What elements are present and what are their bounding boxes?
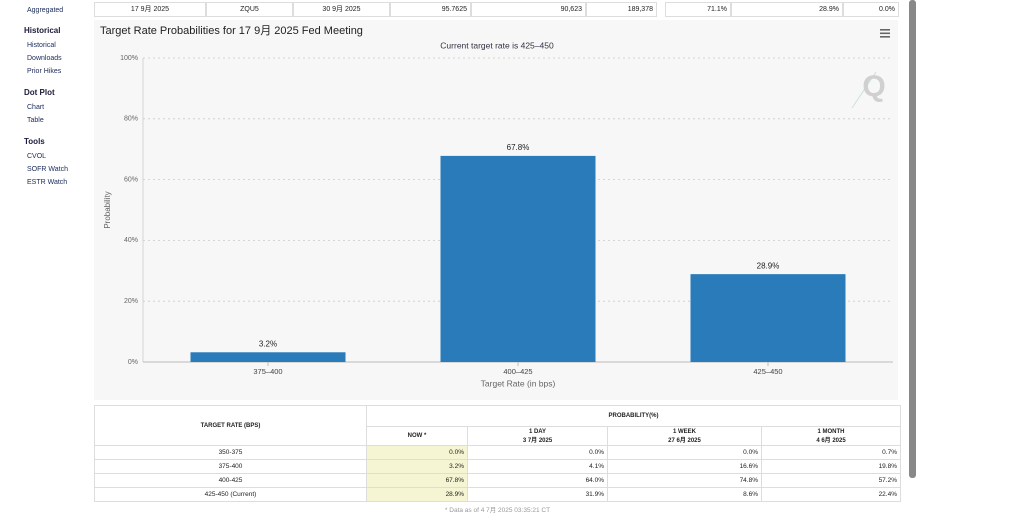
table-cell: 0.0%: [366, 445, 468, 460]
nav-link[interactable]: Chart: [27, 104, 45, 111]
y-tick-label: 20%: [124, 298, 138, 305]
y-axis-title: Probability: [103, 191, 112, 228]
row-cell: 17 9月 2025: [94, 2, 206, 17]
row-cell: 95.7625: [390, 2, 471, 17]
table-row: 350-375 0.0% 0.0% 0.0% 0.7%: [94, 445, 901, 460]
nav-link[interactable]: CVOL: [27, 153, 47, 160]
bar: [190, 352, 346, 362]
row-cell: 71.1%: [665, 2, 731, 17]
header-line: 4 6月 2025: [816, 437, 846, 444]
table-cell: 0.7%: [761, 445, 901, 460]
table-cell: 16.6%: [607, 459, 762, 474]
y-tick-label: 0%: [128, 359, 138, 366]
table-row: 400-425 67.8% 64.0% 74.8% 57.2%: [94, 473, 901, 488]
nav-link[interactable]: Aggregated: [27, 7, 64, 14]
bar: [690, 274, 846, 362]
nav-link[interactable]: Prior Hikes: [27, 68, 62, 75]
row-cell: 189,378: [586, 2, 657, 17]
menu-bar[interactable]: [880, 29, 890, 31]
header-row: TARGET RATE (BPS) PROBABILITY(%): [94, 405, 901, 446]
row-cell: 30 9月 2025: [293, 2, 390, 17]
header-line: 1 DAY: [528, 428, 547, 435]
header-line: 1 WEEK: [672, 428, 696, 435]
header-line: NOW *: [407, 433, 427, 439]
table-cell: 31.9%: [467, 487, 608, 502]
header-cell: 1 WEEK 27 6月 2025: [607, 426, 762, 446]
row-cell: 90,623: [471, 2, 586, 17]
watermark-stroke: [851, 71, 877, 109]
table-row: 375-400 3.2% 4.1% 16.6% 19.8%: [94, 459, 901, 474]
header-line: 3 7月 2025: [522, 437, 553, 444]
watermark-q: Q: [862, 70, 885, 103]
table-cell: 57.2%: [761, 473, 901, 488]
y-tick-label: 80%: [124, 116, 138, 123]
data-label: 28.9%: [757, 261, 780, 270]
nav-link[interactable]: Historical: [27, 42, 56, 49]
x-tick-label: 375–400: [253, 367, 282, 376]
header-cell: 1 DAY 3 7月 2025: [467, 426, 608, 446]
scrollbar[interactable]: [909, 0, 916, 478]
chart-subtitle: Current target rate is 425–450: [440, 40, 554, 50]
table-cell: 22.4%: [761, 487, 901, 502]
y-tick-label: 60%: [124, 176, 138, 183]
header-line: 27 6月 2025: [668, 437, 701, 444]
table-cell: 8.6%: [607, 487, 762, 502]
nav-link[interactable]: Table: [27, 117, 44, 124]
table-cell: 0.0%: [607, 445, 762, 460]
nav-heading: Dot Plot: [24, 88, 55, 97]
nav-link[interactable]: ESTR Watch: [27, 179, 68, 186]
data-label: 3.2%: [259, 339, 277, 348]
header-cell: PROBABILITY(%): [366, 405, 901, 427]
table-cell: 74.8%: [607, 473, 762, 488]
chart: Target Rate Probabilities for 17 9月 2025…: [100, 25, 893, 388]
watermark: Q: [851, 70, 886, 109]
chart-title: Target Rate Probabilities for 17 9月 2025…: [100, 25, 363, 37]
y-tick-label: 40%: [124, 237, 138, 244]
x-axis-title: Target Rate (in bps): [481, 378, 556, 388]
chart-panel: Target Rate Probabilities for 17 9月 2025…: [94, 20, 898, 400]
table-cell: 400-425: [94, 473, 367, 488]
footnote: * Data as of 4 7月 2025 03:35:21 CT: [444, 506, 551, 514]
bar: [440, 155, 596, 362]
table-cell: 0.0%: [467, 445, 608, 460]
menu-icon[interactable]: [880, 29, 890, 38]
row-cell: ZQU5: [206, 2, 293, 17]
header-cell: TARGET RATE (BPS): [94, 405, 367, 446]
y-tick-label: 100%: [120, 55, 138, 62]
menu-bar[interactable]: [880, 36, 890, 38]
footnote-row: * Data as of 4 7月 2025 03:35:21 CT: [95, 502, 901, 516]
table-cell: 28.9%: [366, 487, 468, 502]
nav-heading: Tools: [24, 137, 45, 146]
probability-table: TARGET RATE (BPS) PROBABILITY(%) NOW * 1 DA…: [94, 405, 901, 515]
table-cell: 375-400: [94, 459, 367, 474]
table-cell: 3.2%: [366, 459, 468, 474]
x-tick-label: 425–450: [753, 367, 782, 376]
header-line: 1 MONTH: [817, 428, 845, 435]
table-cell: 67.8%: [366, 473, 468, 488]
table-cell: 425-450 (Current): [94, 487, 367, 502]
row-cell: 0.0%: [843, 2, 899, 17]
row-cell: 28.9%: [731, 2, 843, 17]
table-row: 425-450 (Current) 28.9% 31.9% 8.6% 22.4%: [94, 487, 901, 502]
table-cell: 19.8%: [761, 459, 901, 474]
table-cell: 64.0%: [467, 473, 608, 488]
nav-heading: Historical: [24, 26, 61, 35]
table-cell: 4.1%: [467, 459, 608, 474]
data-label: 67.8%: [507, 143, 530, 152]
header-cell: 1 MONTH 4 6月 2025: [761, 426, 901, 446]
nav-link[interactable]: Downloads: [27, 55, 62, 62]
x-tick-label: 400–425: [503, 367, 532, 376]
header-cell: NOW *: [366, 426, 468, 446]
nav-link[interactable]: SOFR Watch: [27, 166, 68, 173]
table-cell: 350-375: [94, 445, 367, 460]
menu-bar[interactable]: [880, 32, 890, 35]
